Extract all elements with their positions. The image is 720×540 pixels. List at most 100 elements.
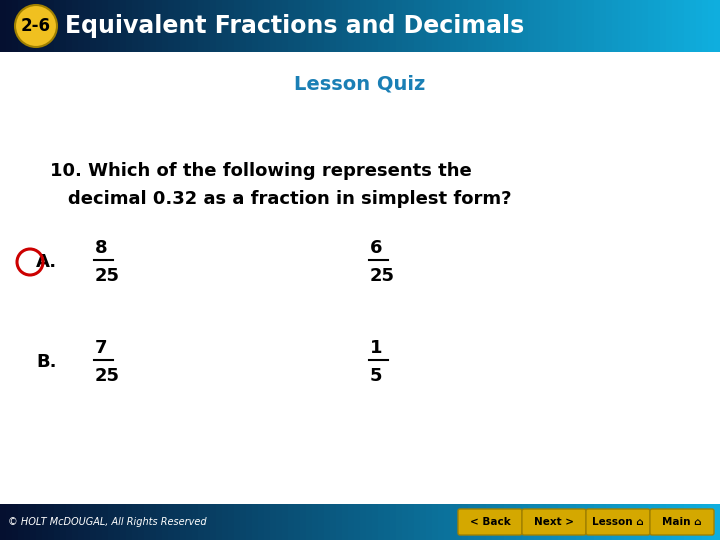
Bar [420,504,427,540]
Bar [114,504,121,540]
Bar [564,504,571,540]
Bar [420,0,427,52]
Bar [660,0,667,52]
Bar [426,0,433,52]
Bar [390,504,397,540]
Bar [306,504,313,540]
Bar [678,0,685,52]
Bar [216,0,223,52]
Bar [714,0,720,52]
Bar [18,504,25,540]
Text: Lesson ⌂: Lesson ⌂ [592,517,644,527]
Bar [78,0,85,52]
Bar [540,0,547,52]
Text: 10. Which of the following represents the: 10. Which of the following represents th… [50,162,472,180]
Bar [240,504,247,540]
Bar [354,0,361,52]
Bar [390,0,397,52]
Text: 25: 25 [370,267,395,285]
Bar [144,504,151,540]
Bar [426,504,433,540]
Bar [234,504,241,540]
Bar [432,0,439,52]
Text: A.: A. [36,253,57,271]
Bar [624,504,631,540]
Bar [42,0,49,52]
Text: © HOLT McDOUGAL, All Rights Reserved: © HOLT McDOUGAL, All Rights Reserved [8,517,207,527]
Bar [714,504,720,540]
Bar [30,504,37,540]
Bar [360,0,367,52]
Text: Lesson Quiz: Lesson Quiz [294,74,426,93]
Bar [228,0,235,52]
Bar [360,504,367,540]
Bar [378,0,385,52]
Bar [258,0,265,52]
Bar [120,504,127,540]
Bar [204,504,211,540]
Bar [474,504,481,540]
Bar [414,504,421,540]
Bar [612,0,619,52]
Bar [204,0,211,52]
Bar [72,504,79,540]
Bar [456,504,463,540]
FancyBboxPatch shape [650,509,714,535]
Bar [282,0,289,52]
Bar [300,504,307,540]
Bar [162,0,169,52]
Bar [192,0,199,52]
Bar [156,504,163,540]
Bar [270,0,277,52]
Bar [276,504,283,540]
Bar [156,0,163,52]
Bar [372,0,379,52]
Bar [222,504,229,540]
Bar [210,504,217,540]
Bar [534,504,541,540]
Bar [294,0,301,52]
Bar [216,504,223,540]
Bar [438,504,445,540]
Bar [330,504,337,540]
Bar [108,504,115,540]
Bar [168,0,175,52]
Bar [90,504,97,540]
Bar [636,504,643,540]
Bar [594,504,601,540]
Bar [84,0,91,52]
Bar [60,0,67,52]
Bar [570,0,577,52]
Bar [384,0,391,52]
Bar [126,504,133,540]
Bar [588,0,595,52]
Bar [48,504,55,540]
Bar [72,0,79,52]
Bar [78,504,85,540]
Bar [138,0,145,52]
Bar [42,504,49,540]
Bar [102,504,109,540]
Bar [354,504,361,540]
Bar [468,0,475,52]
Bar [336,0,343,52]
Bar [264,0,271,52]
Bar [696,0,703,52]
Bar [372,504,379,540]
Bar [132,0,139,52]
Bar [684,504,691,540]
Bar [480,0,487,52]
Bar [570,504,577,540]
Bar [180,504,187,540]
Bar [336,504,343,540]
Bar [456,0,463,52]
Bar [630,0,637,52]
Bar [288,0,295,52]
Bar [546,504,553,540]
Bar [486,0,493,52]
Bar [594,0,601,52]
Bar [330,0,337,52]
Bar [600,0,607,52]
Bar [60,504,67,540]
Bar [630,504,637,540]
